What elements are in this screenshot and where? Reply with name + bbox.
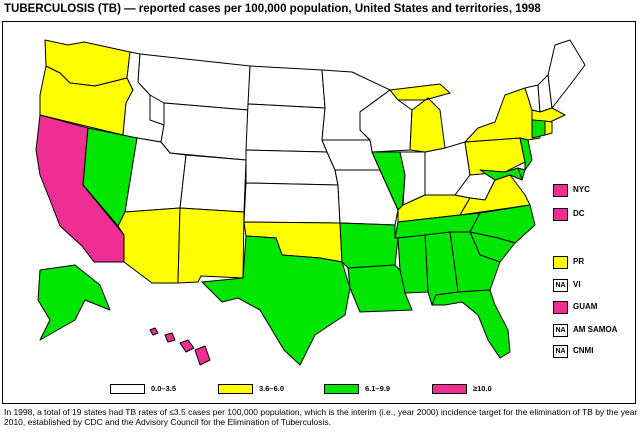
state-KS [243, 182, 341, 224]
dc-label: DC [573, 209, 585, 218]
state-LA [347, 264, 413, 313]
pr-label: PR [573, 257, 585, 266]
vi-swatch: NA [553, 279, 568, 292]
nyc-label: NYC [573, 185, 590, 194]
legend-swatch-mid-high [324, 384, 359, 394]
state-AZ [117, 207, 181, 284]
state-NE [245, 149, 339, 186]
state-FL [431, 289, 511, 359]
legend-swatch-low [110, 384, 145, 394]
legend-label-mid-low: 3.6–6.0 [259, 384, 285, 393]
legend-label-low: 0.0–3.5 [151, 384, 177, 393]
state-MI [389, 83, 451, 153]
state-ND [247, 65, 326, 109]
side-legend-cnmi: NA CNMI [553, 345, 633, 359]
side-legend-guam: GUAM [553, 301, 633, 315]
state-CO [179, 154, 247, 213]
legend-swatch-mid-low [218, 384, 253, 394]
am-samoa-label: AM SAMOA [573, 325, 618, 334]
side-legend-vi: NA VI [553, 279, 633, 293]
state-SD [245, 103, 328, 153]
legend-swatch-high [432, 384, 467, 394]
cnmi-label: CNMI [573, 346, 594, 355]
state-CT [531, 119, 546, 139]
guam-swatch [553, 301, 568, 314]
state-NM [177, 207, 245, 284]
state-MS [397, 234, 429, 294]
map-title: TUBERCULOSIS (TB) — reported cases per 1… [4, 3, 541, 15]
state-RI [544, 120, 553, 136]
side-legend-dc: DC [553, 208, 633, 222]
am-samoa-swatch: NA [553, 324, 568, 337]
state-AR [339, 222, 399, 269]
legend-label-mid-high: 6.1–9.9 [365, 384, 391, 393]
state-HI [149, 327, 211, 366]
state-MT [137, 53, 251, 111]
state-TX [201, 235, 351, 366]
state-ME [547, 39, 586, 109]
side-legend-pr: PR [553, 256, 633, 270]
state-NJ [519, 137, 533, 171]
cnmi-swatch: NA [553, 345, 568, 358]
state-AK [37, 264, 111, 341]
dc-swatch [553, 208, 568, 221]
pr-swatch [553, 256, 568, 269]
legend-label-high: ≥10.0 [473, 384, 492, 393]
side-legend-nyc: NYC [553, 184, 633, 198]
state-WY [160, 102, 249, 161]
footnote: In 1998, a total of 19 states had TB rat… [4, 407, 638, 427]
nyc-swatch [553, 184, 568, 197]
vi-label: VI [573, 280, 581, 289]
side-legend-am-samoa: NA AM SAMOA [553, 324, 633, 338]
guam-label: GUAM [573, 302, 598, 311]
map-frame [2, 21, 636, 404]
state-MD [479, 167, 523, 181]
